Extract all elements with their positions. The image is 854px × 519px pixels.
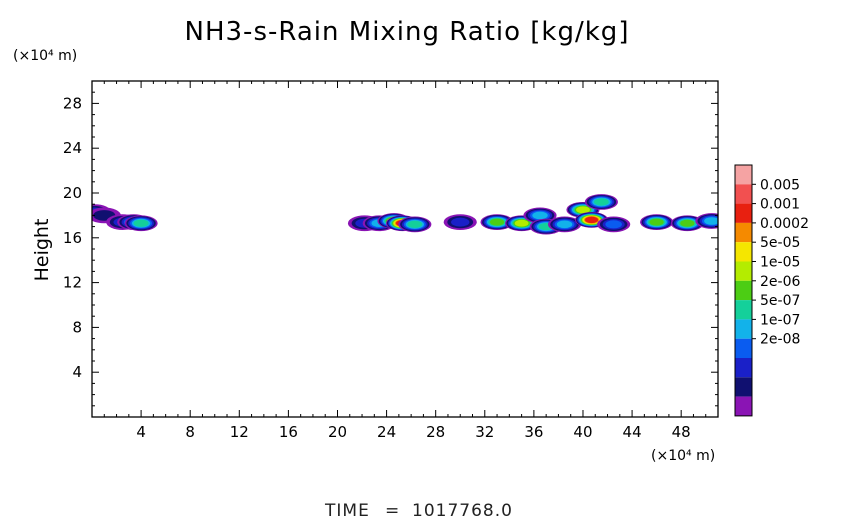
colorbar-swatch [735,203,752,223]
x-tick-label: 48 [672,423,691,441]
colorbar-swatch [735,396,752,416]
plot-frame [91,80,719,418]
heatmap-cell [605,220,622,229]
heatmap-cell [556,220,573,229]
y-tick-label: 24 [63,139,82,157]
colorbar-swatch [735,338,752,358]
x-tick-label: 44 [623,423,642,441]
x-tick-label: 28 [426,423,445,441]
x-tick-label: 20 [328,423,347,441]
colorbar-label: 2e-08 [760,332,800,348]
colorbar-label: 0.001 [760,197,800,213]
y-tick-label: 8 [72,318,82,336]
colorbar-swatch [735,222,752,243]
x-tick-label: 16 [279,423,298,441]
colorbar-frame [734,164,753,417]
x-tick-label: 12 [230,423,249,441]
x-axis-unit: (×10⁴ m) [651,448,715,464]
colorbar-label: 0.0002 [760,216,809,232]
colorbar-swatch [735,300,752,320]
time-label: TIME [324,501,370,519]
heatmap-plot-area [92,194,718,235]
heatmap-cell [451,217,470,227]
heatmap-cell [407,220,423,228]
colorbar-label: 0.005 [760,177,800,193]
time-equals-sign: = [385,501,400,519]
x-tick-label: 40 [573,423,592,441]
colorbar-swatch [735,377,752,397]
y-tick-label: 16 [63,229,82,247]
colorbar-swatch [735,242,752,262]
heatmap-cell [576,206,590,214]
y-axis-label: Height [31,219,53,282]
time-value: 1017768.0 [412,501,513,519]
colorbar-swatch [735,184,752,204]
heatmap-cell [133,219,149,227]
heatmap-cell [649,218,664,226]
x-tick-label: 8 [185,423,195,441]
x-tick-label: 24 [377,423,396,441]
heatmap-cell [532,211,548,220]
colorbar-swatch [735,261,752,281]
heatmap-cell [489,218,505,226]
y-tick-label: 4 [72,363,82,381]
x-tick-label: 32 [475,423,494,441]
colorbar-label: 5e-07 [760,293,800,309]
colorbar-swatch [735,319,752,339]
colorbar-label: 5e-05 [760,235,800,251]
y-tick-label: 28 [63,94,82,112]
heatmap-cell [585,216,599,224]
colorbar-swatch [735,280,752,301]
x-tick-label: 4 [136,423,146,441]
y-tick-label: 20 [63,184,82,202]
heatmap-cell [514,219,529,227]
chart-title: NH3-s-Rain Mixing Ratio [kg/kg] [185,17,630,47]
colorbar: 0.005 0.001 0.0002 5e-05 1e-05 2e-06 5e-07 1e-0… [734,164,809,417]
x-tick-label: 36 [524,423,543,441]
y-axis-unit: (×10⁴ m) [13,48,77,64]
heatmap-cell [704,217,718,225]
heatmap-cell [594,198,609,206]
colorbar-swatch [735,358,752,378]
y-tick-label: 12 [63,274,82,292]
colorbar-label: 1e-05 [760,255,800,271]
colorbar-label: 1e-07 [760,312,800,328]
colorbar-label: 2e-06 [760,274,800,290]
heatmap-cell [680,219,695,227]
colorbar-swatch [735,165,752,185]
